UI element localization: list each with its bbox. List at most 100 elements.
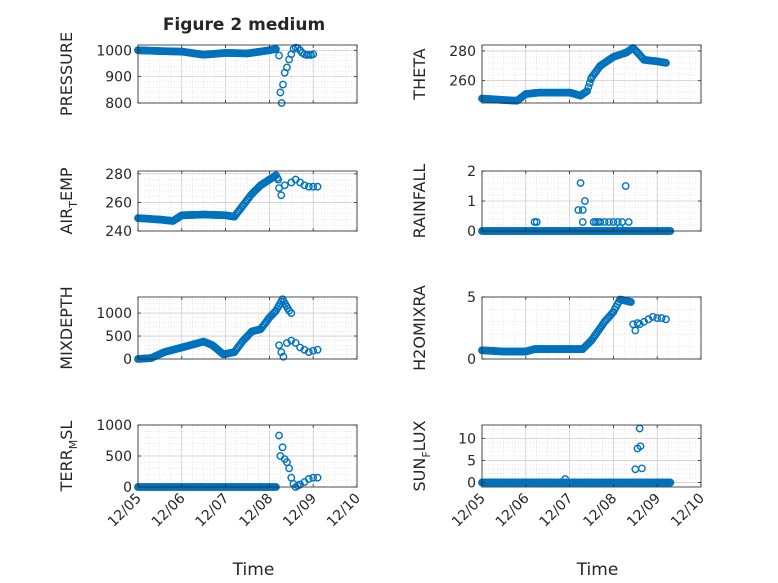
subplot-h2omixra: 0 5 H2OMIXRA [410, 285, 702, 371]
y-axis-label: PRESSURE [57, 32, 76, 116]
y-label-rest: LUX [410, 420, 429, 451]
y-axis-label: AIRTEMP [57, 167, 80, 234]
x-axis-label: Time [232, 560, 275, 580]
data-point [313, 182, 322, 191]
axes-box [137, 44, 358, 104]
data-point [285, 306, 294, 315]
subplot-terr_msl: 0 500 1000 TERRMSL 12/05 12/06 12/07 12/08 12/09… [57, 418, 364, 580]
data-point [304, 475, 313, 483]
data-point [279, 352, 288, 361]
data-point [304, 182, 313, 191]
y-axis-label: SUNFLUX [410, 420, 433, 491]
axes-box [137, 170, 358, 232]
data-point [578, 206, 587, 214]
figure-title: Figure 2 medium [163, 15, 325, 35]
x-tick-label: 12/07 [193, 491, 233, 531]
y-label-main: H2OMIXRA [410, 285, 429, 371]
data-point [309, 50, 318, 59]
y-axis-label: TERRMSL [57, 421, 80, 493]
y-tick-label: 1000 [96, 43, 132, 59]
data-point [279, 80, 287, 89]
y-label-main: TERR [57, 449, 76, 492]
y-label-main: AIR [57, 208, 76, 235]
y-tick-label: 1000 [96, 418, 132, 434]
y-tick-label: 0 [467, 476, 476, 492]
subplot-theta: 260 280 THETA [410, 44, 702, 105]
data-point [627, 298, 635, 306]
x-tick-label: 12/05 [449, 491, 489, 531]
y-tick-label: 1 [467, 194, 476, 210]
data-point [309, 473, 318, 482]
subplot-pressure: 800 900 1000 PRESSURE [57, 32, 358, 116]
data-point [287, 336, 296, 345]
y-tick-label: 900 [105, 70, 132, 86]
y-label-main: PRESSURE [57, 32, 76, 116]
y-axis-label: MIXDEPTH [57, 286, 76, 369]
y-axis-label: RAINFALL [410, 164, 429, 239]
data-point [280, 181, 289, 190]
y-tick-label: 5 [467, 290, 476, 306]
data-point [300, 181, 309, 190]
data-point [272, 45, 280, 53]
y-tick-label: 500 [105, 329, 132, 345]
data-series [134, 43, 318, 107]
data-point [657, 314, 666, 322]
y-tick-label: 280 [105, 167, 132, 183]
data-point [653, 314, 662, 322]
axes-box [481, 44, 702, 104]
data-series [478, 44, 670, 105]
y-tick-label: 500 [105, 449, 132, 465]
x-tick-label: 12/09 [624, 491, 664, 531]
subplot-air_temp: 240 260 280 AIRTEMP [57, 167, 358, 240]
subplot-mixdepth: 0 500 1000 MIXDEPTH [57, 286, 358, 370]
y-tick-label: 10 [458, 431, 476, 447]
subplot-rainfall: 0 1 2 RAINFALL [410, 164, 702, 240]
data-point [605, 218, 613, 226]
y-label-subscript: M [67, 440, 80, 450]
data-point [576, 179, 585, 187]
data-point [304, 348, 313, 357]
data-point [584, 83, 593, 91]
data-point [276, 88, 285, 97]
data-point [313, 473, 322, 482]
y-label-main: MIXDEPTH [57, 286, 76, 369]
data-point [313, 345, 322, 354]
data-point [275, 431, 283, 440]
data-series [134, 295, 322, 363]
y-tick-label: 0 [467, 352, 476, 368]
data-point [648, 312, 657, 321]
axes-box [137, 296, 358, 360]
data-point [300, 345, 309, 354]
data-point [287, 309, 296, 317]
data-point [662, 315, 670, 324]
x-tick-label: 12/07 [537, 491, 577, 531]
y-tick-label: 260 [449, 74, 476, 90]
data-point [637, 464, 646, 473]
x-tick-label: 12/10 [668, 491, 708, 531]
data-series [478, 424, 675, 487]
data-point [283, 63, 291, 72]
data-point [621, 182, 630, 190]
x-tick-label: 12/05 [105, 491, 145, 531]
x-tick-label: 12/08 [580, 491, 620, 531]
y-tick-label: 800 [105, 96, 132, 112]
x-tick-label: 12/06 [149, 490, 189, 530]
y-label-rest: SL [57, 421, 76, 440]
y-label-main: RAINFALL [410, 164, 429, 239]
data-point [309, 346, 318, 355]
y-tick-label: 0 [467, 224, 476, 240]
data-point [666, 478, 675, 487]
x-tick-label: 12/06 [493, 490, 533, 530]
data-point [277, 348, 286, 357]
data-point [636, 442, 645, 451]
data-point [600, 218, 609, 226]
x-tick-label: 12/10 [324, 491, 364, 531]
y-label-rest: EMP [57, 167, 76, 201]
data-point [283, 339, 291, 347]
axes-box [481, 424, 702, 488]
data-point [532, 218, 541, 226]
y-axis-label: H2OMIXRA [410, 285, 429, 371]
y-label-subscript: F [420, 451, 433, 457]
x-axis-label: Time [576, 560, 619, 580]
